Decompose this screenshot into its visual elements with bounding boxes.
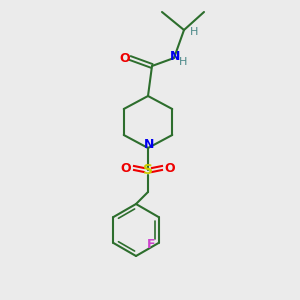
Text: F: F xyxy=(147,238,156,250)
Text: H: H xyxy=(179,57,187,67)
Text: N: N xyxy=(144,139,154,152)
Text: O: O xyxy=(165,161,175,175)
Text: O: O xyxy=(120,52,130,64)
Text: S: S xyxy=(143,163,153,177)
Text: O: O xyxy=(121,161,131,175)
Text: N: N xyxy=(170,50,180,64)
Text: H: H xyxy=(190,27,198,37)
